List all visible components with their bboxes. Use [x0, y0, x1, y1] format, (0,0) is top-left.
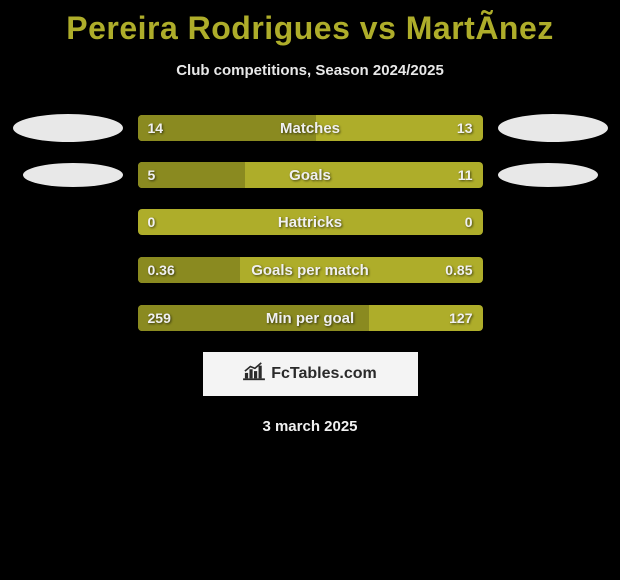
stat-bar: 0.36Goals per match0.85 — [138, 257, 483, 283]
stat-value-right: 0.85 — [445, 262, 472, 278]
stat-bar: 259Min per goal127 — [138, 305, 483, 331]
stat-bar: 14Matches13 — [138, 115, 483, 141]
page-title: Pereira Rodrigues vs MartÃ­nez — [66, 10, 554, 47]
stat-label: Hattricks — [138, 214, 483, 231]
stat-row: 14Matches13 — [0, 114, 620, 142]
comparison-infographic: Pereira Rodrigues vs MartÃ­nez Club comp… — [0, 0, 620, 435]
player-ellipse-right — [498, 114, 608, 142]
bar-fill-left — [138, 162, 246, 188]
stat-bar: 0Hattricks0 — [138, 209, 483, 235]
subtitle: Club competitions, Season 2024/2025 — [176, 62, 444, 79]
chart-icon — [243, 362, 265, 387]
stat-value-right: 127 — [449, 310, 472, 326]
stat-value-right: 11 — [458, 167, 473, 183]
watermark-badge: FcTables.com — [203, 352, 418, 396]
stat-row: 0.36Goals per match0.85 — [0, 256, 620, 284]
watermark-text: FcTables.com — [271, 365, 377, 383]
bar-fill-left — [138, 115, 317, 141]
stat-value-right: 13 — [457, 120, 473, 136]
bar-fill-left — [138, 305, 369, 331]
player-ellipse-right — [498, 163, 598, 187]
stat-row: 0Hattricks0 — [0, 208, 620, 236]
stat-value-left: 0 — [148, 214, 156, 230]
bar-fill-left — [138, 257, 241, 283]
stat-bar: 5Goals11 — [138, 162, 483, 188]
player-ellipse-left — [13, 114, 123, 142]
stat-row: 5Goals11 — [0, 162, 620, 188]
stat-value-right: 0 — [465, 214, 473, 230]
date-text: 3 march 2025 — [262, 418, 357, 435]
stat-row: 259Min per goal127 — [0, 304, 620, 332]
stats-area: 14Matches13 5Goals11 0Hattricks0 0.36Goals … — [0, 114, 620, 332]
player-ellipse-left — [23, 163, 123, 187]
